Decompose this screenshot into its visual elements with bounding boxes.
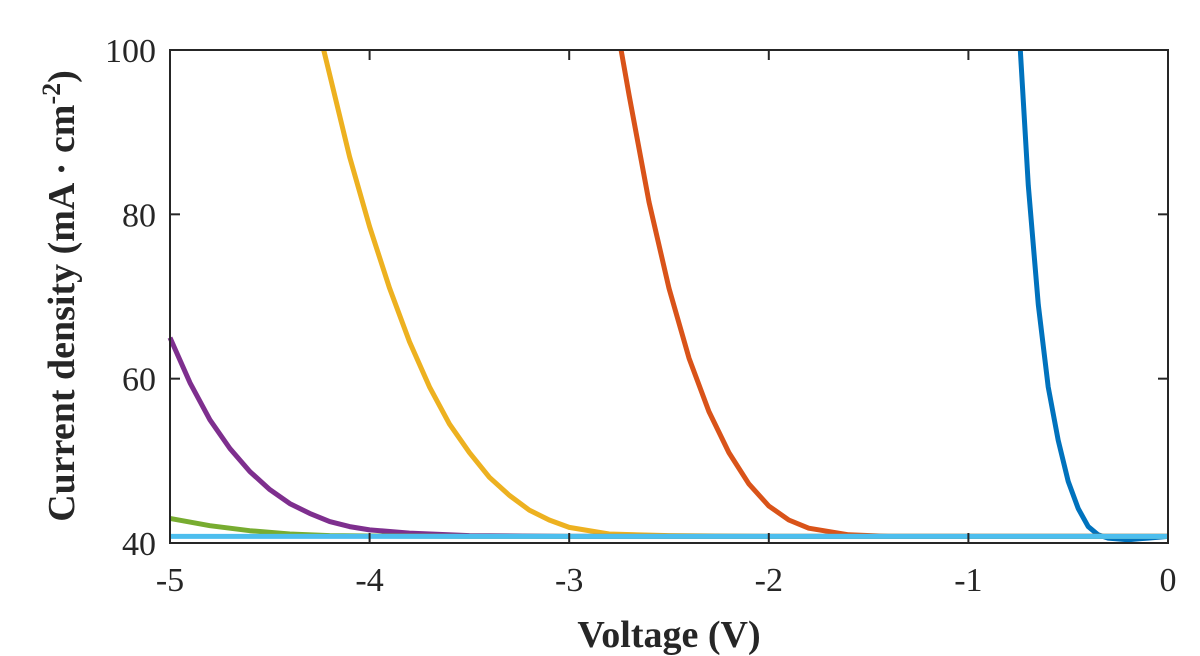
- series-line-yellow: [321, 49, 1168, 539]
- tick-layer: [169, 49, 1169, 544]
- y-axis-label-superscript: -2: [37, 83, 66, 105]
- y-tick-label: 60: [122, 362, 156, 399]
- y-axis-label-close: ): [41, 70, 83, 83]
- x-tick-label: -3: [555, 562, 583, 599]
- y-axis-label-main: Current density (mA · cm: [41, 105, 83, 522]
- series-line-orange: [618, 49, 1168, 539]
- y-tick-label: 80: [122, 197, 156, 234]
- x-tick-label: 0: [1160, 562, 1177, 599]
- x-tick-label: -2: [755, 562, 783, 599]
- label-layer: -5 -4 -3 -2 -1 0 40 60 80 100: [105, 33, 1177, 599]
- y-axis-label: Current density (mA · cm-2): [37, 70, 83, 522]
- x-tick-label: -1: [954, 562, 982, 599]
- y-tick-label: 100: [105, 33, 156, 70]
- x-tick-label: -4: [355, 562, 383, 599]
- y-tick-label: 40: [122, 526, 156, 563]
- x-axis-label: Voltage (V): [577, 614, 760, 656]
- plot-frame: [169, 49, 1169, 544]
- x-tick-label: -5: [156, 562, 184, 599]
- series-layer: [167, 49, 1169, 543]
- series-line-blue: [1017, 49, 1169, 543]
- series-line-purple: [167, 336, 1168, 539]
